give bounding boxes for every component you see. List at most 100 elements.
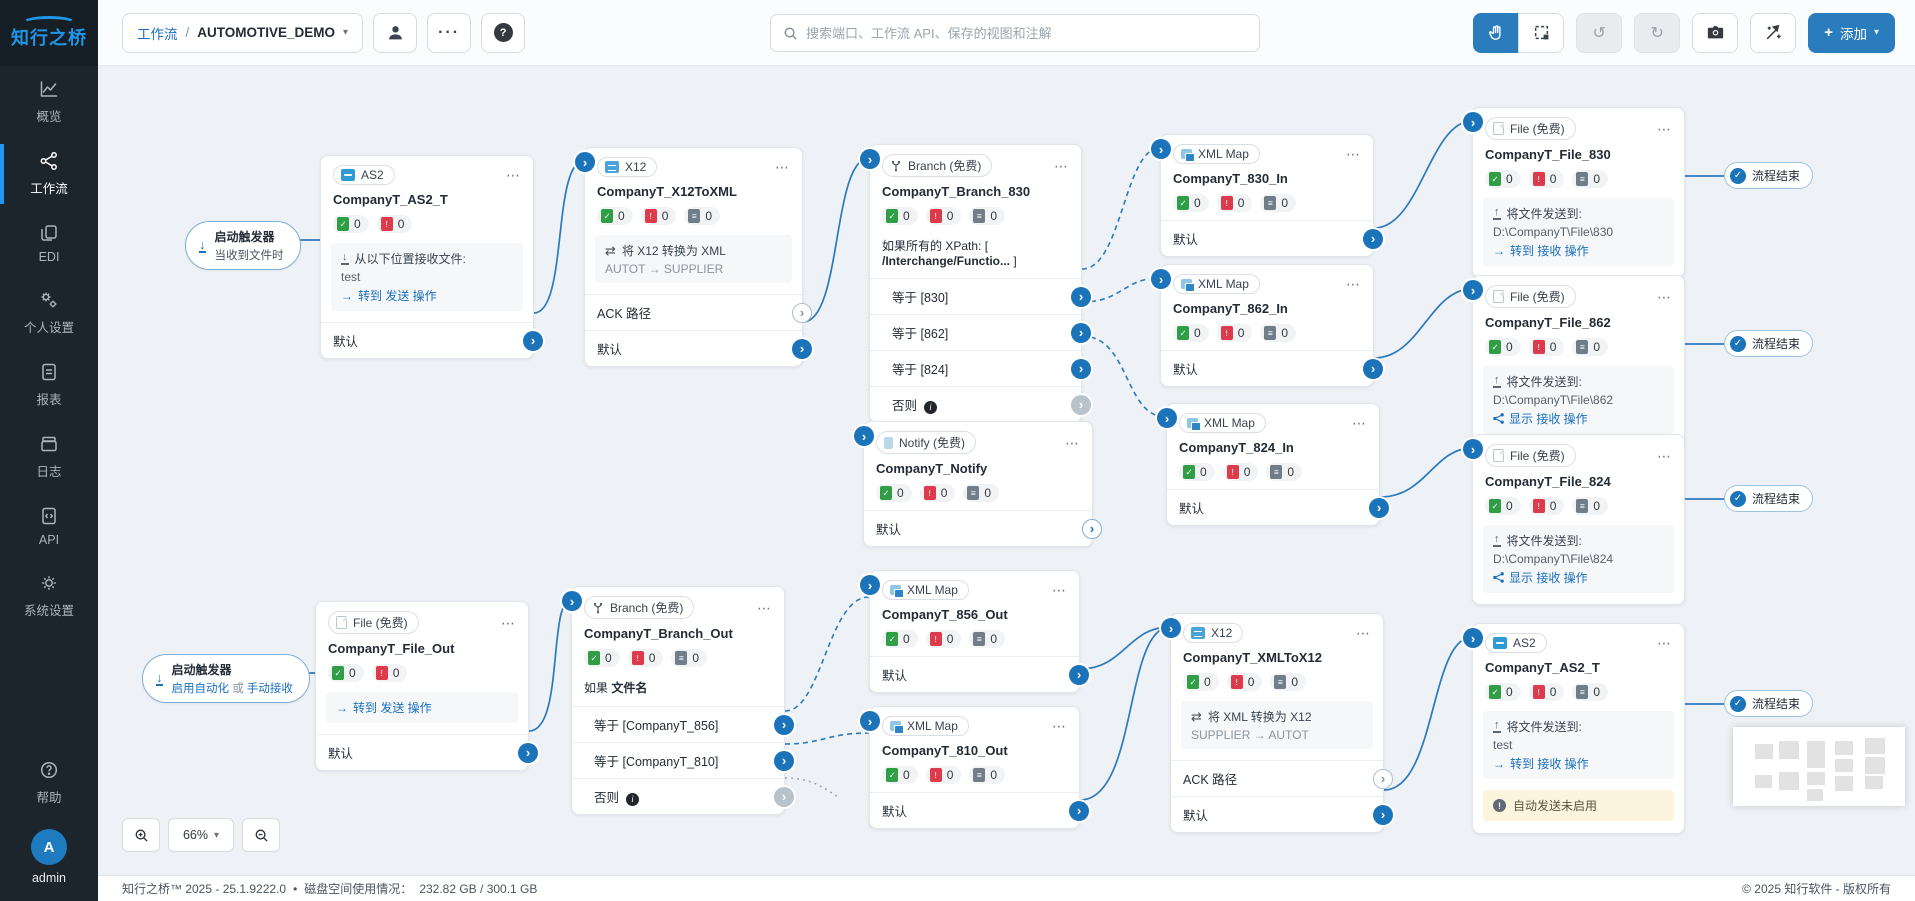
case-output-port[interactable]: › [1071,358,1091,379]
redo-button[interactable]: ↻ [1634,12,1681,53]
ack-path-row[interactable]: ACK 路径 › [585,294,812,330]
sidebar-item-help[interactable]: 帮助 [0,747,98,819]
input-port[interactable]: › [1161,618,1181,638]
success-count[interactable]: ✓ 0 [333,215,369,233]
branch-case-856[interactable]: 等于 [CompanyT_856] › [572,706,794,742]
node-xmlmap-810-out[interactable]: › XML Map ⋯ CompanyT_810_Out ✓ 0 ! 0 ≡ 0 默认 › [860,706,1089,829]
input-port[interactable]: › [575,152,595,172]
node-file-out[interactable]: File (免费) ⋯ CompanyT_File_Out ✓ 0 ! 0 → 转到 发送… [315,601,538,771]
input-port[interactable]: › [562,591,582,611]
manual-receive-link[interactable]: 手动接收 [246,683,293,695]
node-menu-button[interactable]: ⋯ [1657,120,1672,137]
goto-send-action-link[interactable]: → 转到 发送 操作 [336,700,432,716]
node-menu-button[interactable]: ⋯ [775,159,790,175]
snapshot-button[interactable] [1692,12,1739,53]
minimap[interactable] [1733,727,1905,806]
error-count[interactable]: ! 0 [925,207,962,225]
node-xmlmap-862-in[interactable]: › XML Map ⋯ CompanyT_862_In ✓ 0 ! 0 ≡ 0 默认 › [1151,264,1383,387]
input-port[interactable]: › [1463,439,1483,459]
else-output-port[interactable]: › [774,786,794,807]
input-port[interactable]: › [1157,408,1177,428]
error-count[interactable]: ! 0 [1528,497,1565,515]
global-search[interactable] [770,14,1260,52]
show-receive-action-link[interactable]: 显示 接收 操作 [1493,569,1664,586]
ack-output-port[interactable]: › [792,302,812,323]
breadcrumb[interactable]: 工作流 / AUTOMOTIVE_DEMO ▾ [122,12,364,53]
input-port[interactable]: › [1463,280,1483,300]
pending-count[interactable]: ≡ 0 [969,207,1006,225]
node-menu-button[interactable]: ⋯ [1052,718,1067,734]
node-menu-button[interactable]: ⋯ [1346,276,1361,292]
node-file-862[interactable]: › File (免费) ⋯ CompanyT_File_862 ✓ 0 ! 0 ≡ 0 ↑ 将… [1463,275,1685,446]
pending-count[interactable]: ≡ 0 [1260,324,1297,342]
success-count[interactable]: ✓ 0 [1485,170,1521,188]
branch-else-row[interactable]: 否则 i › [870,386,1091,422]
undo-button[interactable]: ↺ [1576,12,1623,53]
error-count[interactable]: ! 0 [1216,194,1253,212]
success-count[interactable]: ✓ 0 [1485,497,1521,515]
error-count[interactable]: ! 0 [1222,463,1259,481]
node-xmlmap-830-in[interactable]: › XML Map ⋯ CompanyT_830_In ✓ 0 ! 0 ≡ 0 默认 › [1151,134,1383,257]
pending-count[interactable]: ≡ 0 [963,484,1000,502]
zoom-level-dropdown[interactable]: 66% ▾ [168,818,234,852]
error-count[interactable]: ! 0 [376,215,413,233]
error-count[interactable]: ! 0 [1216,324,1253,342]
node-menu-button[interactable]: ⋯ [501,614,516,631]
enable-automation-link[interactable]: 启用自动化 [171,683,230,695]
success-count[interactable]: ✓ 0 [1179,463,1215,481]
start-trigger-automation[interactable]: ↓ 启动触发器 启用自动化 或 手动接收 [142,654,310,703]
case-output-port[interactable]: › [774,714,794,735]
search-input[interactable] [806,25,1247,41]
else-output-port[interactable]: › [1071,394,1091,415]
default-output-row[interactable]: 默认 › [1167,489,1389,525]
output-port[interactable]: › [792,338,812,359]
sidebar-item-profile-settings[interactable]: 个人设置 [0,277,98,349]
pending-count[interactable]: ≡ 0 [1270,673,1307,691]
node-as2-receive[interactable]: AS2 ⋯ CompanyT_AS2_T ✓ 0 ! 0 ↓ 从以下位置接收文件: tes… [320,155,543,359]
node-menu-button[interactable]: ⋯ [1065,434,1080,451]
error-count[interactable]: ! 0 [919,484,956,502]
error-count[interactable]: ! 0 [1528,170,1565,188]
error-count[interactable]: ! 0 [1528,338,1565,356]
input-port[interactable]: › [860,149,880,169]
input-port[interactable]: › [1151,139,1171,159]
node-menu-button[interactable]: ⋯ [1054,157,1069,174]
default-output-row[interactable]: 默认 › [321,322,543,358]
output-port[interactable]: › [523,330,543,351]
success-count[interactable]: ✓ 0 [1485,338,1521,356]
goto-send-action-link[interactable]: → 转到 发送 操作 [341,288,437,304]
sidebar-item-api[interactable]: API [0,493,98,560]
branch-case-830[interactable]: 等于 [830] › [870,278,1091,314]
node-menu-button[interactable]: ⋯ [506,167,521,183]
success-count[interactable]: ✓ 0 [882,630,918,648]
success-count[interactable]: ✓ 0 [882,766,918,784]
node-menu-button[interactable]: ⋯ [1346,146,1361,162]
sidebar-item-overview[interactable]: 概览 [0,66,98,138]
node-menu-button[interactable]: ⋯ [1657,635,1672,651]
case-output-port[interactable]: › [774,750,794,771]
error-count[interactable]: ! 0 [925,630,962,648]
default-output-row[interactable]: 默认 › [316,734,538,770]
success-count[interactable]: ✓ 0 [876,484,912,502]
success-count[interactable]: ✓ 0 [1173,324,1209,342]
case-output-port[interactable]: › [1071,322,1091,343]
input-port[interactable]: › [860,575,880,595]
success-count[interactable]: ✓ 0 [1485,683,1521,701]
success-count[interactable]: ✓ 0 [597,207,633,225]
success-count[interactable]: ✓ 0 [328,664,364,682]
node-xml-to-x12[interactable]: › X12 ⋯ CompanyT_XMLToX12 ✓ 0 ! 0 ≡ 0 ⇄ 将 XML 转… [1161,613,1393,833]
branch-else-row[interactable]: 否则 i › [572,778,794,814]
error-count[interactable]: ! 0 [371,664,408,682]
output-port[interactable]: › [1082,518,1102,539]
default-output-row[interactable]: 默认 › [870,792,1089,828]
node-menu-button[interactable]: ⋯ [1657,288,1672,305]
input-port[interactable]: › [854,426,874,446]
node-xmlmap-824-in[interactable]: › XML Map ⋯ CompanyT_824_In ✓ 0 ! 0 ≡ 0 默认 › [1157,403,1389,526]
input-port[interactable]: › [1151,269,1171,289]
user-menu[interactable]: A admin [31,819,67,901]
node-file-830[interactable]: › File (免费) ⋯ CompanyT_File_830 ✓ 0 ! 0 ≡ 0 ↑ 将… [1463,107,1685,278]
pan-tool-button[interactable] [1473,12,1520,53]
pending-count[interactable]: ≡ 0 [1260,194,1297,212]
sidebar-item-system-settings[interactable]: 系统设置 [0,560,98,632]
default-output-row[interactable]: 默认 › [585,330,812,366]
